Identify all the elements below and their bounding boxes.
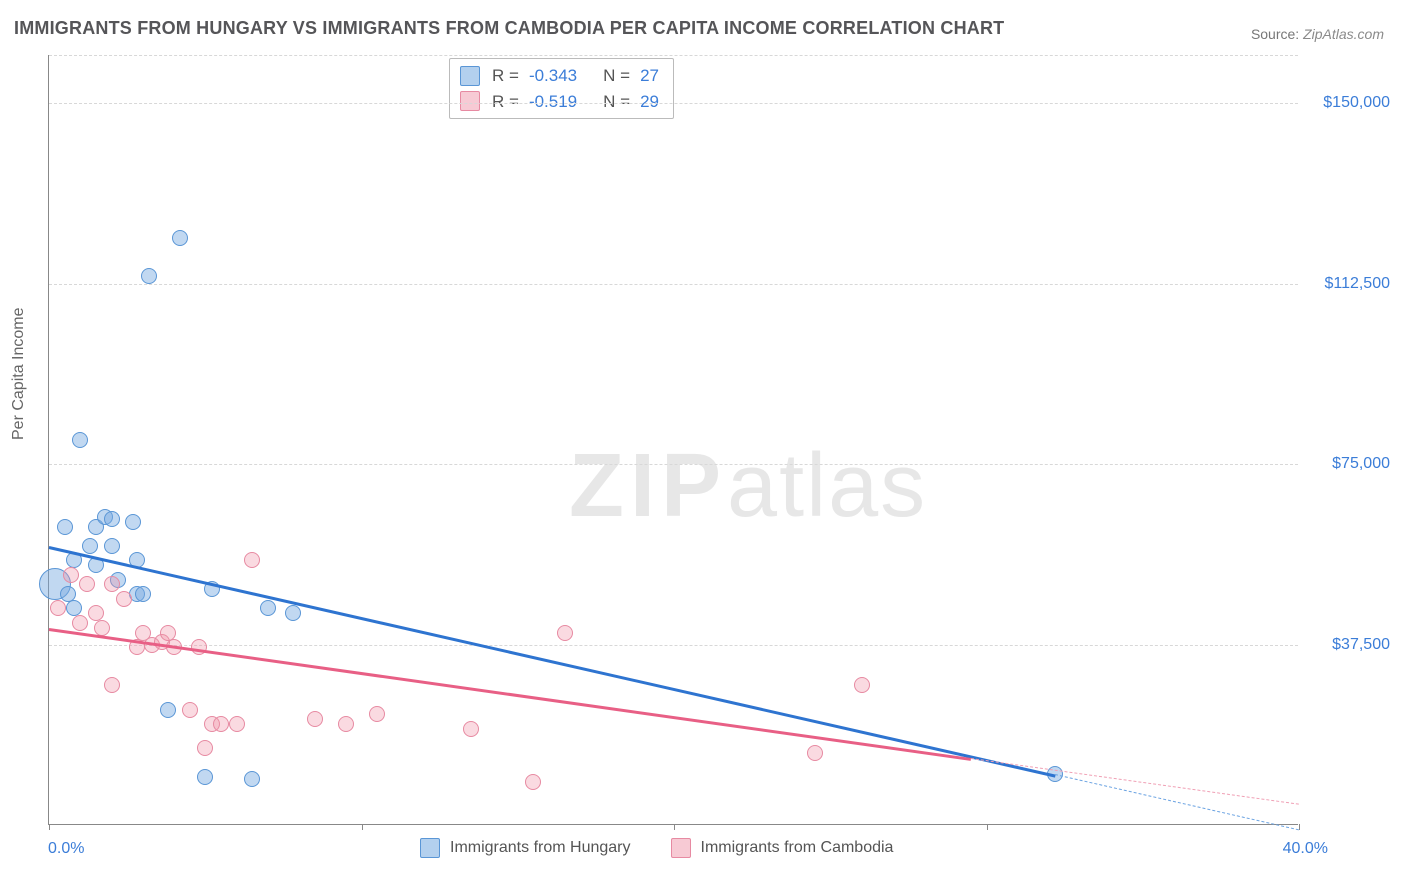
data-point [94,620,110,636]
data-point [525,774,541,790]
n-label: N = [603,89,630,115]
correlation-stats-box: R = -0.343 N = 27 R = -0.519 N = 29 [449,58,674,119]
data-point [116,591,132,607]
data-point [260,600,276,616]
watermark-atlas: atlas [727,436,927,536]
source-label: Source: [1251,26,1299,42]
swatch-icon [420,838,440,858]
y-axis-label: Per Capita Income [10,307,28,440]
y-tick-label: $37,500 [1305,636,1390,654]
legend-label: Immigrants from Cambodia [701,839,894,857]
trend-line [49,628,971,760]
y-tick-label: $150,000 [1305,94,1390,112]
x-tick [49,824,50,830]
data-point [160,702,176,718]
data-point [244,771,260,787]
data-point [104,511,120,527]
data-point [807,745,823,761]
n-value: 29 [640,89,659,115]
watermark: ZIPatlas [569,435,927,538]
legend-item-cambodia: Immigrants from Cambodia [671,838,894,858]
x-tick-max: 40.0% [1283,840,1328,858]
data-point [197,740,213,756]
swatch-icon [671,838,691,858]
data-point [197,769,213,785]
data-point [141,268,157,284]
data-point [182,702,198,718]
x-tick-min: 0.0% [48,840,84,858]
data-point [72,615,88,631]
swatch-icon [460,66,480,86]
data-point [104,677,120,693]
data-point [213,716,229,732]
bottom-legend: Immigrants from Hungary Immigrants from … [420,838,893,858]
data-point [244,552,260,568]
data-point [72,432,88,448]
data-point [854,677,870,693]
source-attribution: Source: ZipAtlas.com [1251,26,1384,42]
gridline [49,284,1298,285]
stats-row-hungary: R = -0.343 N = 27 [460,63,659,89]
data-point [369,706,385,722]
data-point [63,567,79,583]
r-label: R = [492,63,519,89]
y-tick-label: $75,000 [1305,455,1390,473]
trend-line [1055,774,1299,830]
watermark-zip: ZIP [569,436,727,536]
data-point [338,716,354,732]
gridline [49,55,1298,56]
x-tick [674,824,675,830]
r-label: R = [492,89,519,115]
gridline [49,103,1298,104]
chart-plot-area: ZIPatlas R = -0.343 N = 27 R = -0.519 N … [48,55,1298,825]
stats-row-cambodia: R = -0.519 N = 29 [460,89,659,115]
data-point [125,514,141,530]
data-point [172,230,188,246]
gridline [49,464,1298,465]
data-point [285,605,301,621]
swatch-icon [460,91,480,111]
data-point [463,721,479,737]
n-label: N = [603,63,630,89]
data-point [307,711,323,727]
r-value: -0.343 [529,63,577,89]
legend-item-hungary: Immigrants from Hungary [420,838,631,858]
data-point [229,716,245,732]
data-point [104,576,120,592]
n-value: 27 [640,63,659,89]
data-point [50,600,66,616]
y-tick-label: $112,500 [1305,275,1390,293]
x-tick [987,824,988,830]
x-tick [1299,824,1300,830]
source-value: ZipAtlas.com [1303,26,1384,42]
r-value: -0.519 [529,89,577,115]
data-point [57,519,73,535]
data-point [557,625,573,641]
x-tick [362,824,363,830]
chart-title: IMMIGRANTS FROM HUNGARY VS IMMIGRANTS FR… [14,18,1004,39]
gridline [49,645,1298,646]
data-point [79,576,95,592]
data-point [82,538,98,554]
data-point [135,586,151,602]
trend-line [971,758,1299,805]
legend-label: Immigrants from Hungary [450,839,631,857]
data-point [104,538,120,554]
